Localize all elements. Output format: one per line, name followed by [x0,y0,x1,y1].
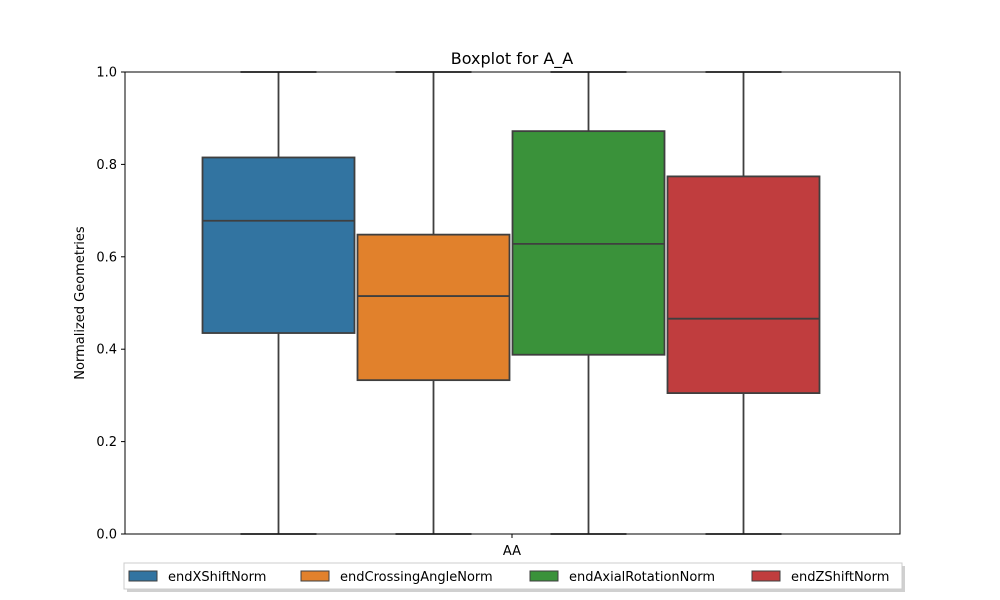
y-tick-label: 0.2 [96,435,117,450]
box-endXShiftNorm [201,71,356,535]
legend-swatch [751,570,781,582]
legend-label: endAxialRotationNorm [569,570,715,585]
y-tick-label: 1.0 [96,66,117,81]
y-tick-label: 0.6 [96,250,117,265]
iqr-box [666,175,821,394]
box-endAxialRotationNorm [511,71,666,535]
legend-item-endZShiftNorm: endZShiftNorm [751,570,889,585]
y-tick-label: 0.4 [96,343,117,358]
box-endCrossingAngleNorm [356,71,511,535]
y-tick-label: 0.0 [96,528,117,543]
legend-items: endXShiftNorm endCrossingAngleNorm endAxia… [128,570,889,585]
iqr-box [356,233,511,382]
box-endZShiftNorm [666,71,821,535]
y-axis: 0.0 0.2 0.4 0.6 0.8 1.0 [96,66,125,543]
legend-item-endAxialRotationNorm: endAxialRotationNorm [529,570,715,585]
iqr-box [201,156,356,334]
legend-item-endXShiftNorm: endXShiftNorm [128,570,266,585]
chart-title: Boxplot for A_A [451,49,574,69]
legend-item-endCrossingAngleNorm: endCrossingAngleNorm [300,570,493,585]
y-axis-label: Normalized Geometries [73,226,88,380]
iqr-box [511,130,666,356]
legend-label: endXShiftNorm [168,570,266,585]
boxes-layer [201,71,821,535]
legend-swatch [529,570,559,582]
legend-label: endZShiftNorm [791,570,889,585]
legend-swatch [300,570,330,582]
legend: endXShiftNorm endCrossingAngleNorm endAxia… [123,562,905,592]
legend-label: endCrossingAngleNorm [340,570,493,585]
x-axis-label: AA [503,544,521,559]
legend-swatch [128,570,158,582]
y-tick-label: 0.8 [96,158,117,173]
